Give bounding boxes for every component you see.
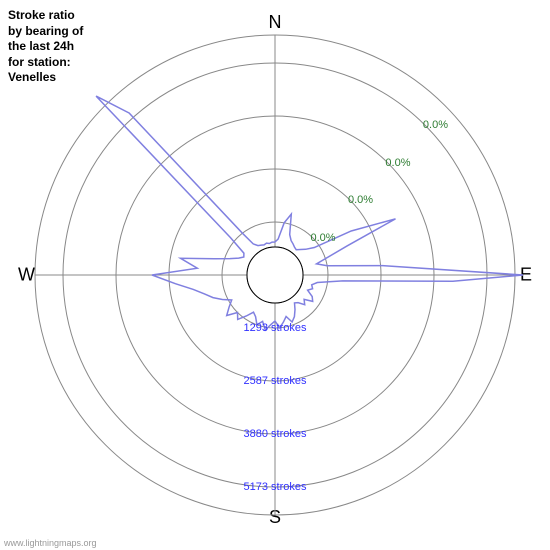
ring-pct-label-1: 0.0% [348,194,373,206]
ring-pct-label-3: 0.0% [423,119,448,131]
attribution-text: www.lightningmaps.org [4,538,97,548]
ring-pct-label-2: 0.0% [385,157,410,169]
ring-stroke-label-3: 5173 strokes [244,481,307,493]
ring-stroke-label-1: 2587 strokes [244,375,307,387]
polar-chart [0,0,550,550]
ring-pct-label-0: 0.0% [310,232,335,244]
ring-stroke-label-2: 3880 strokes [244,428,307,440]
ring-stroke-label-0: 1293 strokes [244,322,307,334]
